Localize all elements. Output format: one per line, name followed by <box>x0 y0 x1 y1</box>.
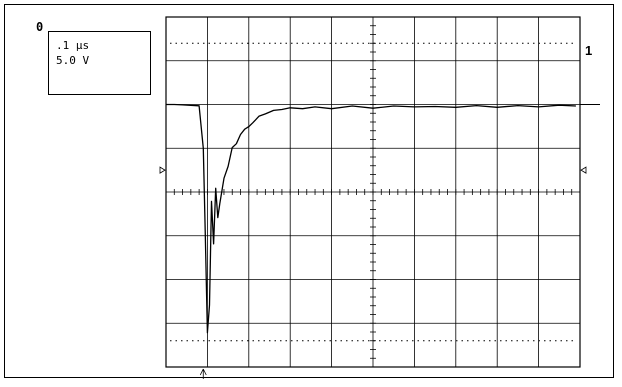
settings-readout-box <box>48 31 151 95</box>
trigger-level-marker-left <box>159 166 166 174</box>
trigger-level-marker-right <box>580 166 587 174</box>
trigger-position-arrow <box>199 368 207 379</box>
channel-1-label: 1 <box>585 43 593 58</box>
volts-per-div-readout: 5.0 V <box>56 54 90 67</box>
channel-marker: 0 <box>36 20 44 34</box>
channel-1-trace <box>166 103 576 334</box>
timebase-readout: .1 µs <box>56 39 90 52</box>
